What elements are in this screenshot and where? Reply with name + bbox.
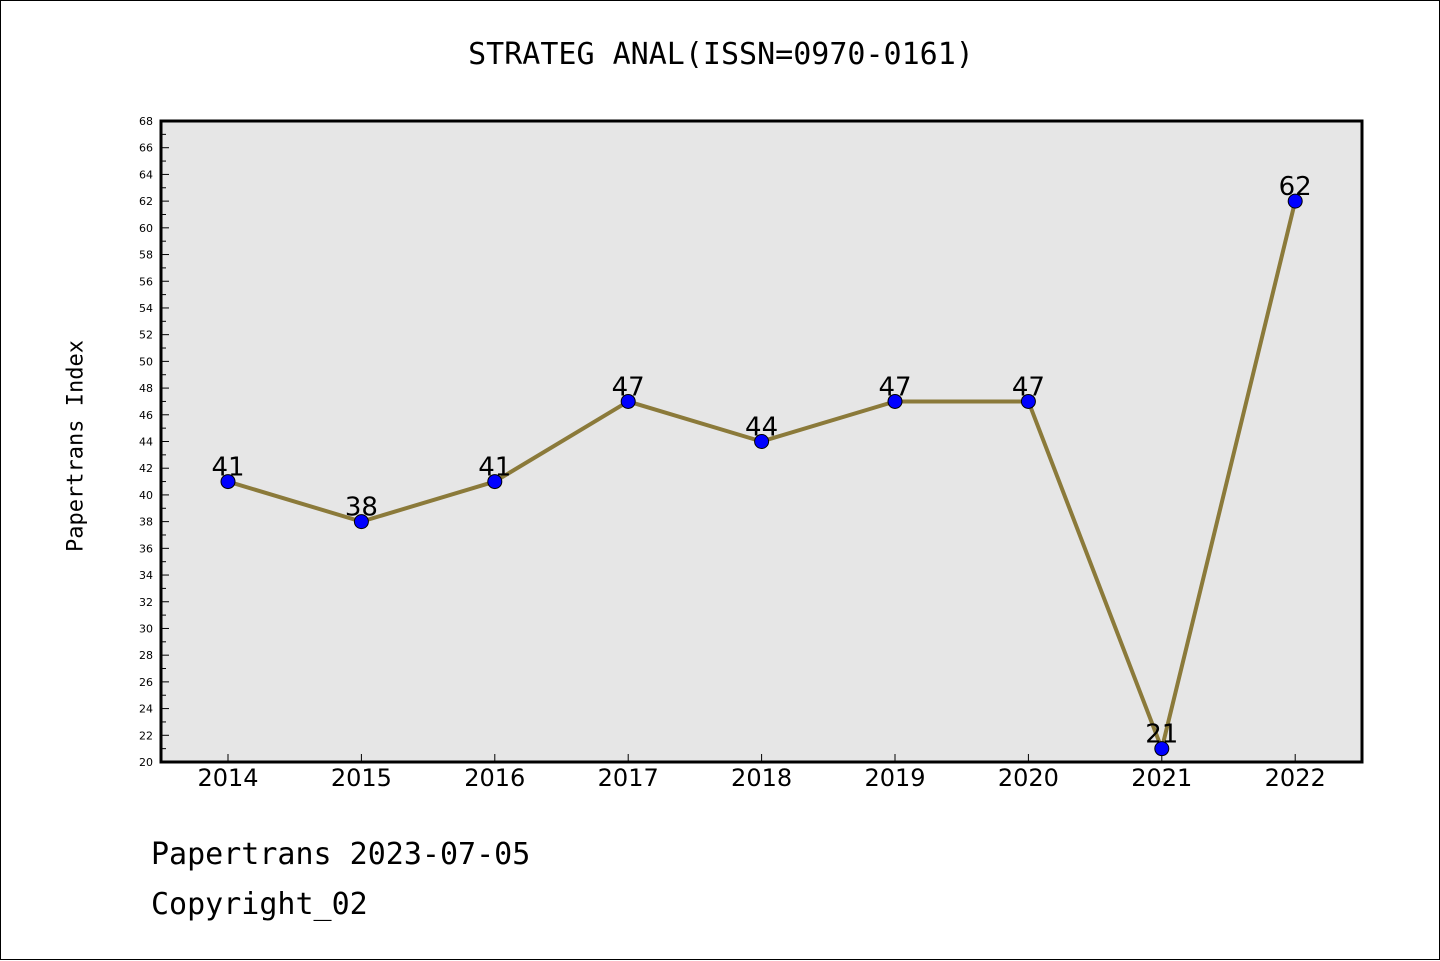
y-tick-label: 30	[139, 622, 153, 635]
y-tick-label: 44	[139, 436, 153, 449]
footer-copyright: Copyright_02	[151, 887, 368, 922]
plot-border	[159, 119, 1364, 764]
y-tick-label: 34	[139, 569, 153, 582]
data-point	[487, 474, 503, 490]
x-tick-label: 2017	[598, 764, 659, 792]
x-tick-label: 2021	[1131, 764, 1192, 792]
data-point	[1020, 393, 1036, 409]
y-tick-label: 52	[139, 329, 153, 342]
data-label: 44	[745, 413, 778, 443]
y-tick-label: 20	[139, 756, 153, 769]
y-tick-label: 28	[139, 649, 153, 662]
x-tick-label: 2015	[331, 764, 392, 792]
data-point	[220, 474, 236, 490]
y-tick-label: 26	[139, 676, 153, 689]
data-point	[620, 393, 636, 409]
data-point	[353, 514, 369, 530]
y-tick-label: 50	[139, 355, 153, 368]
x-tick-label: 2014	[197, 764, 258, 792]
data-label: 38	[345, 493, 378, 523]
y-tick-label: 22	[139, 729, 153, 742]
y-tick-label: 24	[139, 703, 153, 716]
y-tick-label: 48	[139, 382, 153, 395]
x-tick-label: 2016	[464, 764, 525, 792]
x-tick-label: 2022	[1265, 764, 1326, 792]
y-tick-label: 58	[139, 249, 153, 262]
x-tick-label: 2019	[864, 764, 925, 792]
y-tick-label: 56	[139, 275, 153, 288]
x-tick-label: 2020	[998, 764, 1059, 792]
data-label: 21	[1145, 720, 1178, 750]
data-label: 41	[211, 453, 244, 483]
y-tick-label: 42	[139, 462, 153, 475]
y-tick-label: 46	[139, 409, 153, 422]
y-tick-label: 64	[139, 168, 153, 181]
y-tick-label: 38	[139, 516, 153, 529]
y-tick-label: 68	[139, 115, 153, 128]
chart-title: STRATEG ANAL(ISSN=0970-0161)	[468, 37, 974, 72]
x-tick-label: 2018	[731, 764, 792, 792]
data-label: 62	[1279, 172, 1312, 202]
data-point	[1287, 193, 1303, 209]
data-label: 47	[878, 372, 911, 402]
y-tick-label: 66	[139, 142, 153, 155]
y-tick-label: 60	[139, 222, 153, 235]
data-point	[754, 434, 770, 449]
data-label: 47	[1012, 372, 1045, 402]
y-tick-label: 54	[139, 302, 153, 315]
data-point	[1154, 741, 1170, 757]
footer-date: Papertrans 2023-07-05	[151, 837, 531, 872]
data-label: 41	[478, 453, 511, 483]
data-point	[887, 393, 903, 409]
y-tick-label: 32	[139, 596, 153, 609]
y-tick-label: 62	[139, 195, 153, 208]
y-tick-label: 36	[139, 542, 153, 555]
y-tick-label: 40	[139, 489, 153, 502]
data-label: 47	[612, 372, 645, 402]
